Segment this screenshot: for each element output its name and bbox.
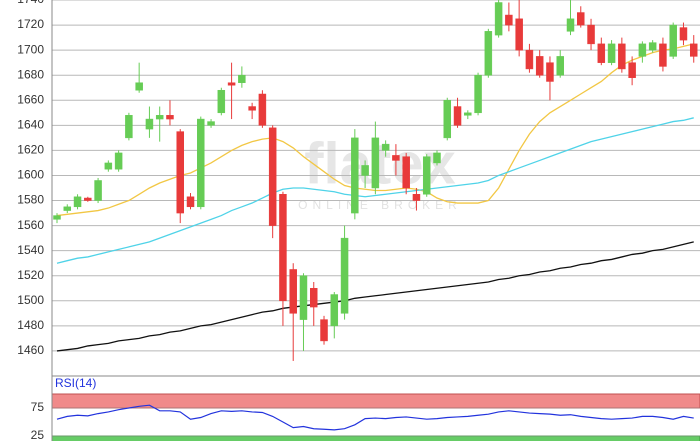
candle-body: [104, 162, 113, 170]
candle-body: [648, 42, 657, 51]
candle-body: [299, 275, 308, 320]
y-tick-label: 1520: [17, 268, 44, 282]
candle-body: [73, 196, 82, 208]
candle-body: [392, 155, 400, 161]
candle-body: [268, 127, 277, 226]
candle-body: [669, 24, 677, 57]
candle-body: [340, 237, 349, 314]
candle-body: [197, 118, 205, 208]
candle-body: [371, 137, 380, 189]
rsi-tick-label: 25: [31, 428, 45, 441]
y-tick-label: 1540: [17, 243, 44, 257]
candle-body: [422, 156, 431, 195]
candle-body: [63, 206, 72, 211]
candle-body: [84, 197, 92, 201]
candle-body: [535, 56, 544, 76]
candle-body: [679, 27, 688, 41]
candle-body: [412, 194, 421, 201]
y-tick-label: 1660: [17, 92, 44, 106]
y-tick-label: 1580: [17, 193, 44, 207]
y-tick-label: 1600: [17, 168, 44, 182]
candle-body: [135, 82, 143, 91]
candle-body: [176, 131, 184, 214]
candle-body: [248, 106, 256, 111]
candle-body: [556, 56, 564, 76]
candle-body: [155, 115, 164, 120]
candle-body: [546, 62, 554, 82]
candle-body: [505, 14, 513, 26]
y-tick-label: 1740: [17, 0, 44, 6]
candle-body: [443, 100, 452, 139]
y-tick-label: 1640: [17, 118, 44, 132]
candle-body: [453, 106, 462, 126]
candle-body: [145, 118, 154, 130]
axes: 1460 1480 1500 1520 1540 1560 1580 1600 1620 1640…: [17, 0, 44, 357]
candle-body: [515, 18, 523, 51]
rsi-panel: 25 75: [31, 393, 700, 441]
candle-body: [402, 156, 410, 189]
candle-body: [638, 43, 647, 57]
watermark-brand: flatex: [304, 131, 456, 196]
candle-body: [238, 74, 246, 83]
y-tick-label: 1680: [17, 67, 44, 81]
candle-body: [289, 269, 297, 314]
price-panel: flatex ONLINE BROKER: [52, 0, 700, 361]
candle-body: [217, 89, 226, 114]
candle-body: [279, 194, 287, 302]
candle-body: [474, 74, 482, 114]
rsi-plot: [52, 393, 700, 441]
candle-body: [381, 143, 390, 151]
candle-body: [494, 2, 503, 36]
candle-body: [464, 112, 472, 116]
candle-body: [361, 165, 369, 176]
y-tick-label: 1500: [17, 293, 44, 307]
moving-average-line: [56, 241, 694, 352]
watermark-tagline: ONLINE BROKER: [298, 198, 462, 212]
candle-body: [94, 180, 102, 201]
candle-body: [607, 43, 616, 63]
rsi-line: [56, 404, 694, 431]
candle-body: [566, 18, 575, 32]
candle-body: [628, 62, 636, 78]
y-tick-label: 1560: [17, 218, 44, 232]
candle-body: [330, 294, 339, 327]
candle-body: [258, 93, 267, 126]
candle-body: [618, 43, 626, 70]
candle-body: [125, 115, 133, 139]
y-tick-label: 1620: [17, 143, 44, 157]
rsi-tick-label: 75: [31, 400, 45, 414]
candle-body: [320, 319, 328, 342]
rsi-title: RSI(14): [55, 376, 96, 390]
candle-body: [525, 49, 534, 70]
y-tick-label: 1700: [17, 42, 44, 56]
candle-body: [53, 215, 61, 220]
oversold-band: [52, 435, 700, 441]
candle-body: [577, 12, 585, 26]
candle-body: [351, 137, 359, 214]
y-tick-label: 1460: [17, 343, 44, 357]
candle-body: [659, 43, 667, 67]
moving-average-line: [56, 117, 694, 264]
overbought-band: [52, 393, 700, 409]
candle-body: [310, 288, 318, 308]
candle-body: [587, 24, 595, 45]
candle-body: [166, 115, 174, 120]
candle-body: [186, 196, 195, 208]
candle-body: [689, 43, 698, 57]
y-tick-label: 1480: [17, 318, 44, 332]
candle-body: [597, 43, 606, 63]
candle-body: [433, 152, 441, 164]
candle-body: [114, 152, 123, 170]
candle-body: [227, 82, 236, 86]
candle-body: [484, 31, 493, 76]
candle-body: [207, 121, 215, 126]
y-tick-label: 1720: [17, 17, 44, 31]
